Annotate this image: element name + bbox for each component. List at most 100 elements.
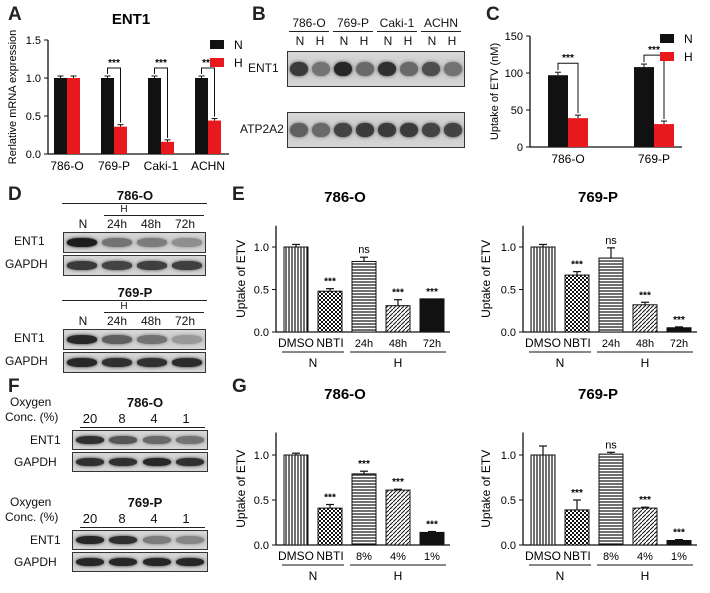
bar (351, 473, 377, 546)
cell-line-underline (377, 31, 417, 32)
y-tick-label: 1.0 (501, 450, 516, 462)
bar-N (548, 75, 568, 147)
hypoxia-line (104, 312, 204, 313)
panel-label-f: F (8, 376, 20, 397)
significance-bracket (201, 67, 215, 117)
significance-bracket (557, 62, 579, 114)
blot-band (142, 536, 171, 544)
y-axis-label: Uptake of ETV (234, 240, 248, 318)
bar (317, 507, 343, 546)
y-tick-label: 50 (511, 105, 523, 117)
oxygen-level: 20 (82, 511, 98, 526)
x-tick-label: NBTI (316, 336, 343, 350)
bar (317, 290, 343, 333)
x-tick-label: DMSO (525, 336, 561, 350)
significance-label: *** (392, 477, 404, 488)
bar (666, 327, 692, 333)
x-tick-label: NBTI (563, 549, 590, 563)
gapdh-blot (63, 255, 206, 276)
bar (351, 260, 377, 333)
panel-label-a: A (8, 4, 22, 25)
time-label: 48h (140, 314, 162, 328)
group-label: N (556, 569, 565, 583)
cell-line-label: 769-P (336, 16, 370, 30)
group-label: H (641, 569, 650, 583)
blot-band (142, 436, 171, 444)
title-underline (62, 203, 207, 204)
bar (564, 509, 590, 546)
ent1-row-label: ENT1 (30, 533, 61, 547)
blot-band (142, 558, 171, 566)
ent1-row-label: ENT1 (30, 433, 61, 447)
chart-title: 786-O (324, 189, 366, 206)
blot-band (172, 335, 203, 344)
x-tick-label: 1% (671, 551, 687, 563)
significance-label: *** (648, 45, 660, 56)
y-tick-label: 0.5 (254, 495, 269, 507)
x-tick-label: DMSO (278, 336, 314, 350)
x-tick-label: 1% (424, 551, 440, 563)
cell-line-underline (289, 31, 329, 32)
legend-label: H (684, 50, 693, 64)
gapdh-row-label: GAPDH (14, 455, 57, 469)
blot-band (444, 61, 462, 77)
significance-label: *** (426, 520, 438, 531)
significance-label: *** (392, 288, 404, 299)
cell-line-title: 769-P (117, 285, 153, 300)
panel-label-g: G (232, 376, 247, 397)
x-tick-label: 24h (355, 338, 373, 350)
blot-band (400, 61, 418, 77)
bar (530, 454, 556, 546)
hypoxia-line (104, 215, 204, 216)
condition-label: H (359, 34, 369, 48)
blot-band (312, 122, 330, 138)
gapdh-blot (63, 352, 206, 373)
legend-label: N (234, 38, 243, 52)
group-label: N (309, 569, 318, 583)
y-tick-label: 0.0 (501, 540, 516, 552)
blot-band (66, 261, 97, 270)
blot-band (290, 61, 308, 77)
bar-H (114, 126, 127, 154)
panel-label-d: D (8, 184, 22, 205)
y-tick-label: 0.0 (254, 540, 269, 552)
level-underline (80, 527, 205, 528)
blot-band (101, 238, 132, 247)
ent1-row-label: ENT1 (14, 331, 45, 345)
blot-band (137, 261, 168, 270)
y-tick-label: 0 (517, 142, 523, 154)
normoxia-label: N (78, 314, 88, 328)
blot-band (444, 122, 462, 138)
hypoxia-label: H (120, 301, 128, 312)
y-tick-label: 0.0 (254, 327, 269, 339)
group-label: H (641, 356, 650, 370)
time-label: 24h (106, 217, 128, 231)
legend-label: H (234, 56, 243, 70)
legend-swatch (660, 34, 674, 43)
x-tick-label: 786-O (551, 152, 584, 166)
bar-H (654, 124, 674, 147)
cell-line-label: Caki-1 (379, 16, 415, 30)
significance-label: ns (605, 439, 617, 451)
significance-label: *** (324, 493, 336, 504)
y-axis-label: Uptake of ETV (234, 450, 248, 528)
oxygen-level: 4 (150, 511, 158, 526)
significance-label: *** (562, 53, 574, 64)
gapdh-row-label: GAPDH (5, 354, 48, 368)
bar-H (208, 120, 221, 154)
blot-band (334, 122, 352, 138)
legend-swatch (660, 52, 674, 61)
blot-band (75, 458, 104, 466)
blot-band (172, 358, 203, 367)
condition-label: N (383, 34, 393, 48)
panel-d-western-blots: 786-O H N 24h 48h 72h ENT1 GAPDH 769-P H N 24h 48h 72… (0, 185, 225, 375)
blot-band (400, 122, 418, 138)
chart-title: 769-P (578, 386, 618, 403)
group-label: H (394, 569, 403, 583)
normoxia-label: N (78, 217, 88, 231)
oxygen-level: 8 (118, 411, 126, 426)
level-underline (80, 427, 205, 428)
x-tick-label: Caki-1 (144, 159, 179, 173)
oxygen-level: 1 (182, 511, 190, 526)
oxygen-label: Oxygen (10, 495, 52, 509)
